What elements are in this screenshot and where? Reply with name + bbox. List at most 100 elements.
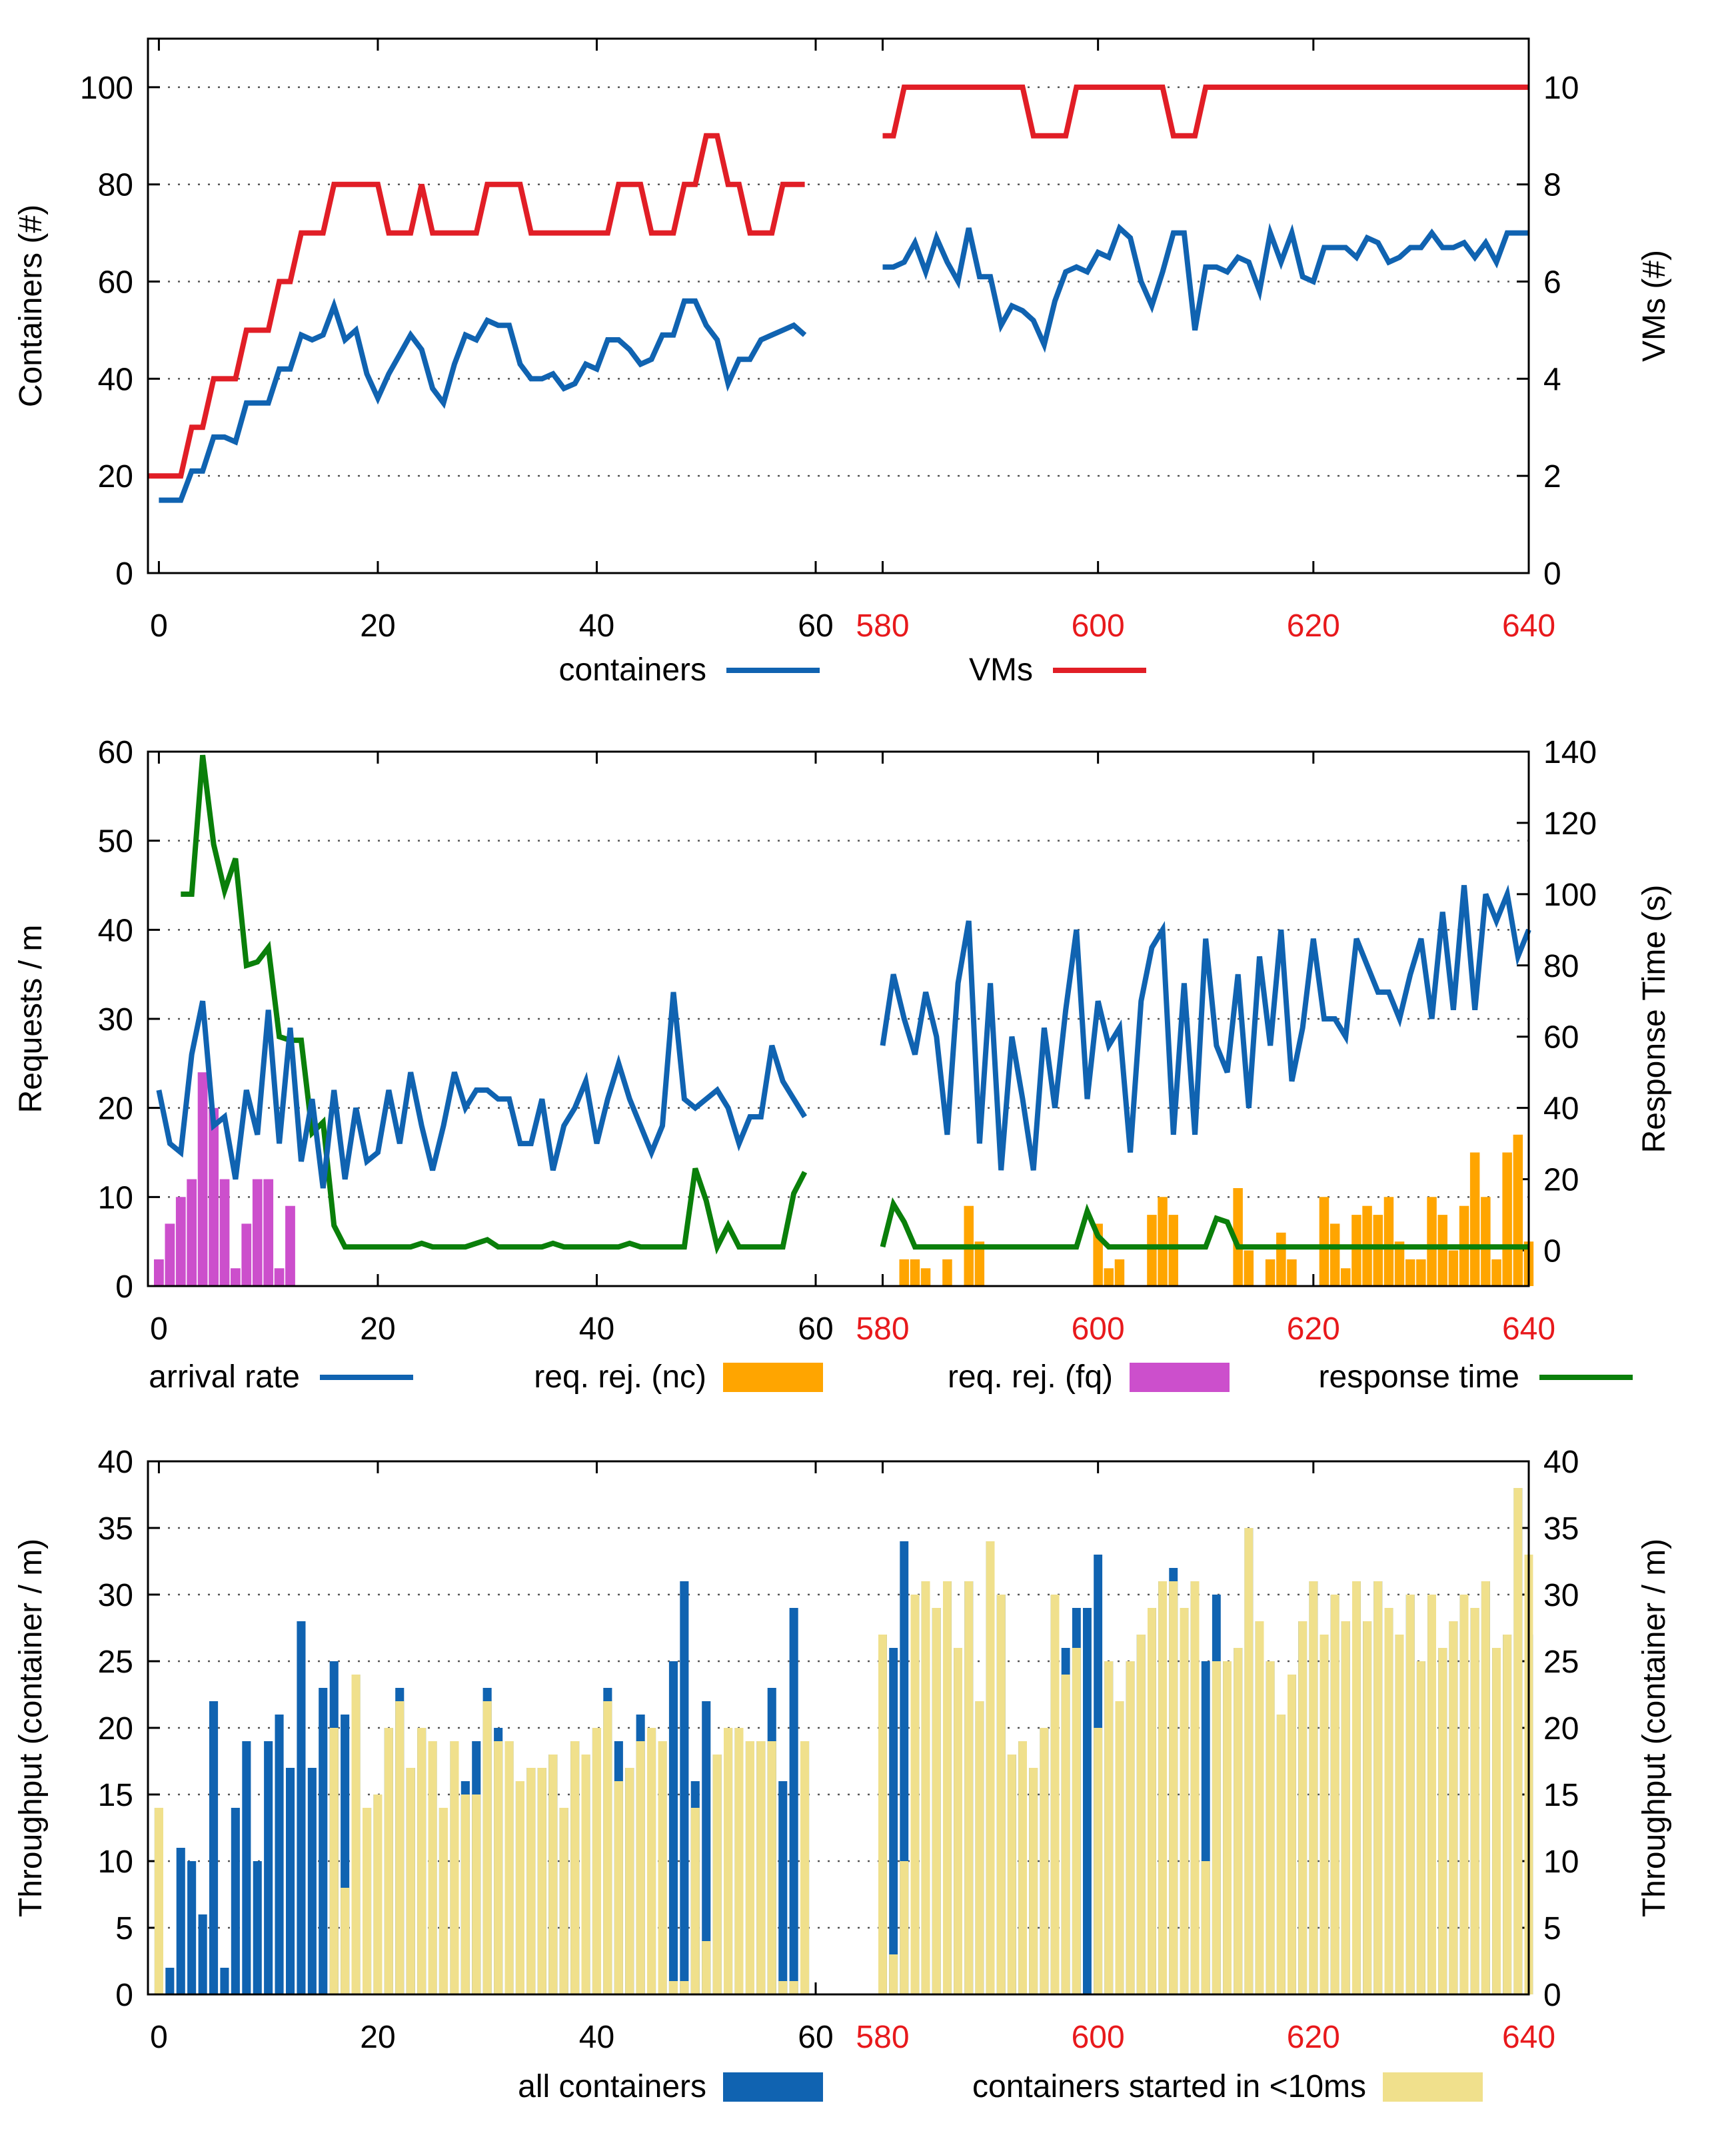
y-tick-label-left: 35 — [98, 1511, 133, 1547]
bar-fast-containers — [329, 1728, 339, 1994]
bar-fast-containers — [603, 1701, 612, 1994]
bar-fast-containers — [1255, 1621, 1264, 1994]
bar-fast-containers — [1007, 1755, 1016, 1994]
bar-all-containers — [319, 1688, 328, 1994]
bar-fast-containers — [1384, 1608, 1393, 1994]
bar-fast-containers — [504, 1741, 514, 1994]
y-tick-label-left: 20 — [98, 1091, 133, 1127]
bar-fast-containers — [1072, 1648, 1081, 1994]
bar-fast-containers — [975, 1701, 984, 1994]
bar-fast-containers — [658, 1741, 667, 1994]
legend-vms-label: VMs — [969, 652, 1033, 688]
bar-rej-fq — [285, 1205, 295, 1286]
y-axis-title-right: Response Time (s) — [1637, 885, 1672, 1153]
bar-rej-fq — [263, 1179, 274, 1286]
x-tick-label-red: 600 — [1072, 2020, 1125, 2055]
y-tick-label-left: 40 — [98, 362, 133, 397]
bar-all-containers — [242, 1741, 251, 1994]
bar-fast-containers — [384, 1728, 393, 1994]
y-tick-label-right: 25 — [1543, 1645, 1579, 1680]
bar-rej-nc — [1513, 1134, 1523, 1286]
bar-rej-nc — [1383, 1197, 1394, 1286]
bar-all-containers — [889, 1648, 898, 1994]
y-tick-label-right: 0 — [1543, 1234, 1561, 1269]
bar-rej-nc — [1104, 1268, 1114, 1286]
bar-all-containers — [668, 1661, 678, 1994]
bar-fast-containers — [154, 1808, 163, 1994]
x-tick-label: 0 — [150, 1311, 168, 1347]
legend-all-containers-swatch — [723, 2072, 823, 2102]
bar-fast-containers — [702, 1941, 711, 1994]
bar-fast-containers — [614, 1781, 623, 1994]
plot-frame — [147, 750, 1530, 1287]
arrival-line-seg2 — [880, 884, 1531, 1171]
bar-fast-containers — [1395, 1635, 1404, 1994]
bar-fast-containers — [417, 1728, 427, 1994]
bar-fast-containers — [1190, 1581, 1200, 1994]
bar-fast-containers — [910, 1595, 920, 1994]
y-tick-label-left: 30 — [98, 1002, 133, 1038]
bar-fast-containers — [789, 1981, 798, 1994]
bar-fast-containers — [986, 1541, 995, 1994]
legend-panel3: all containers containers started in <10… — [518, 2069, 1483, 2104]
bar-rej-fq — [274, 1268, 285, 1286]
y-tick-label-left: 100 — [80, 71, 133, 106]
y-tick-label-right: 6 — [1543, 265, 1561, 301]
bar-rej-nc — [974, 1241, 985, 1286]
y-tick-label-right: 40 — [1543, 1445, 1579, 1480]
bar-fast-containers — [406, 1768, 415, 1994]
bar-rej-nc — [910, 1259, 920, 1286]
bar-fast-containers — [570, 1741, 580, 1994]
bar-fast-containers — [581, 1755, 590, 1994]
y-tick-label-right: 10 — [1543, 1844, 1579, 1880]
y-tick-label-right: 40 — [1543, 1091, 1579, 1127]
bar-fast-containers — [680, 1981, 689, 1994]
bar-fast-containers — [515, 1781, 524, 1994]
bar-fast-containers — [1040, 1728, 1049, 1994]
y-tick-label-left: 10 — [98, 1844, 133, 1880]
bar-fast-containers — [996, 1595, 1006, 1994]
bar-fast-containers — [636, 1741, 645, 1994]
y-tick-label-right: 80 — [1543, 949, 1579, 984]
panel-throughput: 0 5 10 15 20 25 30 35 40 0 5 10 15 20 25 30 35 40 0 20 40 60 5… — [13, 1445, 1672, 2055]
bar-rej-fq — [187, 1179, 197, 1286]
x-tick-label: 20 — [360, 1311, 395, 1347]
y-tick-label-right: 100 — [1543, 878, 1597, 913]
bar-rej-nc — [1329, 1223, 1340, 1286]
y-tick-label-right: 10 — [1543, 71, 1579, 106]
x-tick-label-red: 640 — [1502, 2020, 1555, 2055]
y-tick-label-right: 140 — [1543, 735, 1597, 770]
bar-rej-nc — [1351, 1215, 1361, 1286]
containers-line-seg1 — [159, 297, 807, 503]
bar-fast-containers — [1148, 1608, 1156, 1994]
bar-fast-containers — [1438, 1648, 1447, 1994]
bar-rej-nc — [1265, 1259, 1276, 1286]
legend-panel1: containers VMs — [559, 652, 1146, 688]
response-line-seg1 — [181, 754, 808, 1255]
response-line-seg2 — [880, 1197, 1529, 1250]
bar-fast-containers — [460, 1794, 470, 1994]
bar-fast-containers — [1276, 1715, 1286, 1994]
y-tick-label-right: 60 — [1543, 1020, 1579, 1056]
bar-fast-containers — [1470, 1608, 1479, 1994]
bar-fast-containers — [900, 1861, 909, 1994]
x-tick-label-red: 620 — [1287, 1311, 1340, 1347]
bar-fast-containers — [690, 1808, 700, 1994]
bar-fast-containers — [964, 1581, 974, 1994]
legend-containers-label: containers — [559, 652, 706, 688]
bar-rej-nc — [1147, 1215, 1157, 1286]
y-tick-label-left: 5 — [115, 1911, 133, 1946]
y-tick-label-right: 20 — [1543, 1163, 1579, 1198]
bar-rej-nc — [1481, 1197, 1491, 1286]
y-tick-label-right: 30 — [1543, 1578, 1579, 1613]
bar-fast-containers — [373, 1794, 383, 1994]
legend-panel2: arrival rate req. rej. (nc) req. rej. (f… — [149, 1359, 1633, 1395]
bar-rej-nc — [1469, 1152, 1480, 1286]
y-tick-label-left: 60 — [98, 265, 133, 301]
x-tick-label: 20 — [360, 2020, 395, 2055]
y-axis-title-left: Requests / m — [13, 925, 49, 1113]
x-tick-label: 60 — [798, 608, 833, 644]
bar-rej-nc — [1341, 1268, 1351, 1286]
bar-rej-nc — [1319, 1197, 1329, 1286]
